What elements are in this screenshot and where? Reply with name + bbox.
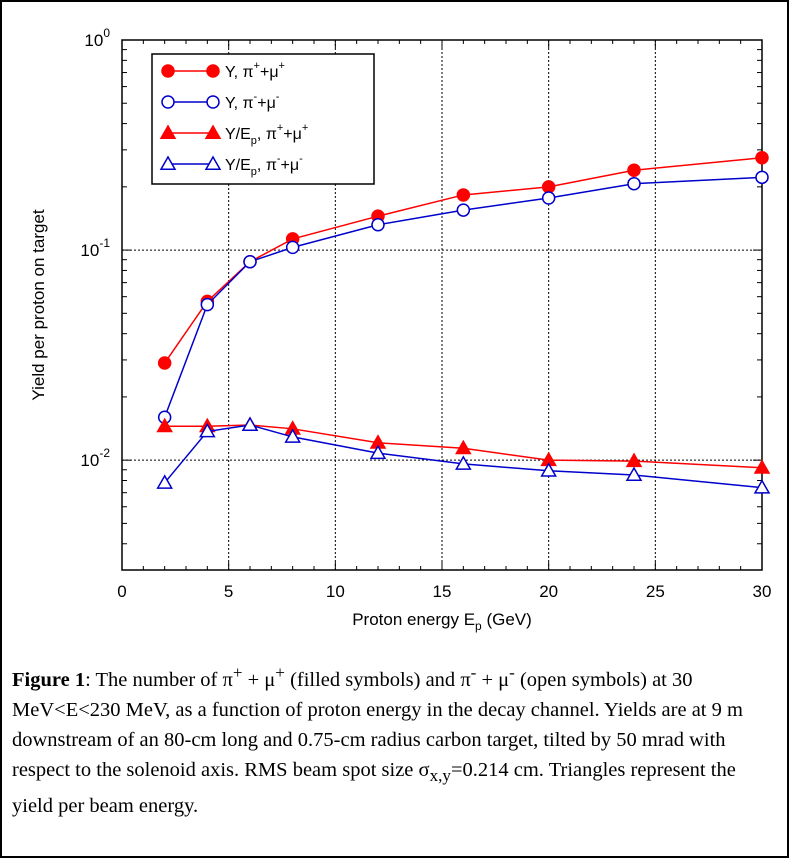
chart: 0 5 10 15 20 25 30 100 10-1 10-2 Y, π++μ+ Y, π-+μ-… xyxy=(29,26,771,633)
caption-pi-minus: π- + μ- xyxy=(460,663,515,691)
data-point xyxy=(627,176,641,191)
x-tick-label: 10 xyxy=(326,582,345,601)
data-point xyxy=(625,452,643,468)
legend-entry: Y, π-+μ- xyxy=(161,91,280,112)
x-tick-label: 5 xyxy=(224,582,233,601)
data-point xyxy=(241,416,259,432)
legend-marker xyxy=(204,155,222,170)
legend-label: Y/Ep, π++μ+ xyxy=(225,122,308,147)
x-tick-label: 0 xyxy=(117,582,126,601)
figure-caption: Figure 1: The number of π+ + μ+ (filled … xyxy=(12,658,778,821)
data-point xyxy=(369,444,387,460)
legend-marker xyxy=(161,64,175,78)
legend-entry: Y/Ep, π++μ+ xyxy=(159,122,308,147)
data-point xyxy=(753,459,771,474)
axis-ticks: 0 5 10 15 20 25 30 100 10-1 10-2 xyxy=(80,26,771,601)
x-tick-label: 25 xyxy=(646,582,665,601)
caption-text-2: (filled symbols) and xyxy=(284,668,461,691)
x-tick-label: 15 xyxy=(433,582,452,601)
legend-marker xyxy=(206,95,220,109)
data-point xyxy=(156,474,173,489)
legend-marker xyxy=(204,124,222,139)
data-point xyxy=(455,455,472,470)
data-point xyxy=(541,180,556,194)
data-point xyxy=(285,240,300,255)
caption-pi-plus: π+ + μ+ xyxy=(222,663,285,691)
data-point xyxy=(540,462,557,477)
y-tick-label: 100 xyxy=(84,26,110,50)
data-point xyxy=(541,191,556,205)
data-point xyxy=(284,428,301,443)
legend-entry: Y/Ep, π-+μ- xyxy=(159,153,303,178)
data-point xyxy=(753,479,771,494)
legend-marker xyxy=(206,64,220,78)
data-point xyxy=(157,356,172,370)
caption-text-3: (open symbols) at 30 MeV<E<230 MeV, as a… xyxy=(12,668,743,781)
x-tick-label: 30 xyxy=(753,582,772,601)
data-point xyxy=(455,439,472,455)
caption-text-4: =0.214 cm. Triangles represent the yield… xyxy=(12,758,736,817)
legend-entry: Y, π++μ+ xyxy=(161,60,285,81)
legend: Y, π++μ+ Y, π-+μ- Y/Ep, π++μ+ Y/Ep, π-+μ- xyxy=(151,53,375,185)
caption-label: Figure 1 xyxy=(12,668,86,691)
data-point xyxy=(755,151,769,165)
x-tick-label: 20 xyxy=(539,582,558,601)
series-2 xyxy=(157,170,769,425)
data-point xyxy=(200,297,215,312)
y-tick-label: 10-1 xyxy=(80,236,110,260)
legend-box xyxy=(151,53,375,185)
caption-text-1: : The number of xyxy=(85,668,223,691)
x-axis-title: Proton energy Ep (GeV) xyxy=(352,610,532,633)
data-point xyxy=(243,254,257,269)
data-point xyxy=(625,466,643,481)
data-point xyxy=(199,422,216,438)
data-point xyxy=(456,188,471,202)
data-point xyxy=(627,163,641,177)
data-point xyxy=(371,217,385,232)
legend-marker xyxy=(159,124,177,139)
series-layer xyxy=(156,151,771,494)
data-point xyxy=(755,170,769,185)
y-axis-title: Yield per proton on target xyxy=(29,209,48,400)
legend-marker xyxy=(159,155,177,170)
data-point xyxy=(156,417,173,433)
legend-label: Y, π++μ+ xyxy=(225,60,285,81)
data-point xyxy=(456,203,471,217)
legend-label: Y/Ep, π-+μ- xyxy=(225,153,303,178)
series-4 xyxy=(156,416,771,494)
caption-sigma: σx,y xyxy=(418,758,451,785)
legend-marker xyxy=(161,95,175,109)
legend-label: Y, π-+μ- xyxy=(225,91,280,112)
y-tick-label: 10-2 xyxy=(80,446,110,470)
